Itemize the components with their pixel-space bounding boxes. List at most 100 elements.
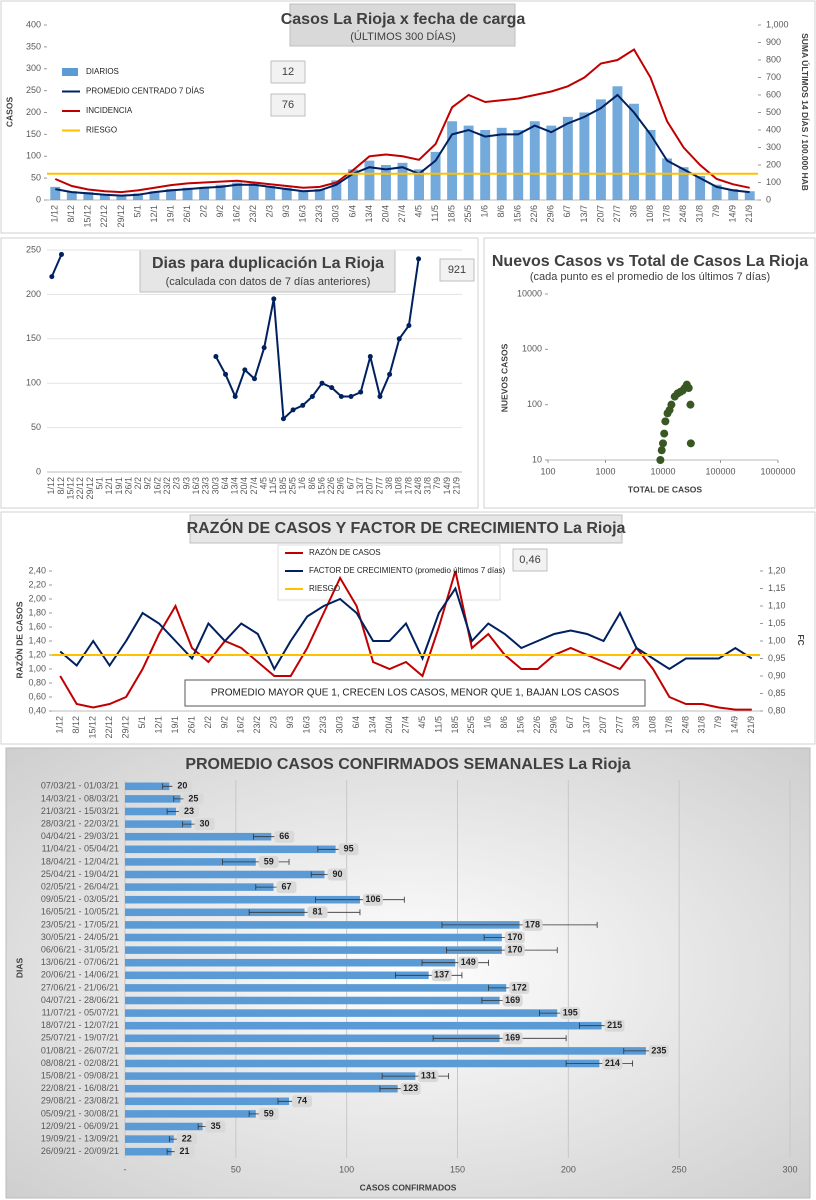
x-tick-label: 29/12 [116, 205, 126, 228]
y-tick-label: 1,40 [28, 635, 46, 645]
value-label-box [178, 805, 199, 818]
bar [66, 191, 77, 200]
y2-tick-label: 0,85 [768, 688, 786, 698]
y-tick-label: 27/06/21 - 21/06/21 [41, 982, 119, 992]
bar [125, 820, 192, 828]
x-tick-label: 4/5 [413, 205, 423, 218]
x-tick-label: 50 [231, 1164, 241, 1174]
y-tick-label: 50 [31, 422, 41, 432]
y-tick-label: 22/08/21 - 16/08/21 [41, 1083, 119, 1093]
x-tick-label: 12/1 [104, 477, 114, 495]
x-tick-label: 16/2 [152, 477, 162, 495]
x-tick-label: 23/2 [162, 477, 172, 495]
y2-tick-label: 0,90 [768, 670, 786, 680]
x-tick-label: 5/1 [132, 205, 142, 218]
y-tick-label: 16/05/21 - 10/05/21 [41, 907, 119, 917]
y-tick-label: 200 [26, 107, 41, 117]
x-tick-label: 2/3 [269, 716, 279, 729]
y-tick-label: 04/07/21 - 28/06/21 [41, 995, 119, 1005]
y-tick-label: 400 [26, 19, 41, 29]
annotation-box [270, 60, 306, 84]
x-tick-label: 30/3 [335, 716, 345, 734]
bar [125, 807, 176, 816]
x-tick-label: 1/12 [46, 477, 56, 495]
value-label-box [194, 818, 215, 831]
x-tick-label: 8/6 [499, 716, 509, 729]
y-tick-label: 13/06/21 - 07/06/21 [41, 957, 119, 967]
value-label-box [504, 931, 525, 944]
x-tick-label: 23/2 [248, 205, 258, 223]
value-label: 20 [177, 781, 187, 791]
legend-label: PROMEDIO CENTRADO 7 DÍAS [86, 87, 204, 96]
y-tick-label: 2,40 [28, 565, 46, 575]
value-label-box [431, 969, 452, 982]
y-tick-label: 2,20 [28, 579, 46, 589]
bar [232, 182, 243, 200]
value-label: 23 [184, 806, 194, 816]
bar [331, 180, 342, 200]
point [377, 394, 383, 400]
value-label: 59 [264, 856, 274, 866]
value-label-box [362, 893, 383, 906]
annotation-box [439, 258, 475, 282]
x-tick-label: 10/8 [647, 716, 657, 734]
bar [447, 121, 458, 200]
bar [645, 130, 656, 200]
x-axis-label: TOTAL DE CASOS [628, 484, 702, 494]
x-tick-label: 29/6 [336, 477, 346, 495]
bar [83, 192, 94, 200]
y-tick-label: 15/08/21 - 09/08/21 [41, 1070, 119, 1080]
value-label: 67 [282, 881, 292, 891]
x-tick-label: 1/12 [55, 716, 65, 734]
x-tick-label: 20/4 [384, 716, 394, 734]
y-tick-label: 150 [26, 333, 41, 343]
x-tick-label: 20/7 [595, 205, 605, 223]
x-tick-label: 16/3 [298, 205, 308, 223]
y-tick-label: 1,00 [28, 663, 46, 673]
title-box [139, 249, 396, 293]
x-tick-label: 22/6 [529, 205, 539, 223]
x-tick-label: 21/9 [452, 477, 462, 495]
x-tick-label: 11/5 [433, 716, 443, 733]
x-tick-label: 3/8 [628, 205, 638, 218]
x-tick-label: 100 [339, 1164, 354, 1174]
value-label: 169 [505, 995, 520, 1005]
point [686, 439, 695, 448]
x-tick-label: 29/6 [546, 205, 556, 223]
series-line [54, 48, 750, 194]
annotation-box [184, 679, 646, 707]
x-tick-label: 300 [782, 1164, 797, 1174]
point [656, 456, 665, 464]
bar [265, 186, 276, 200]
bar [248, 183, 259, 200]
x-tick-label: 27/4 [400, 716, 410, 734]
y-tick-label: 11/07/21 - 05/07/21 [42, 1007, 119, 1017]
chart-title: Dias para duplicación La Rioja [152, 255, 384, 272]
x-tick-label: 2/3 [265, 205, 275, 218]
error-bar [441, 921, 598, 928]
value-label-box [307, 906, 328, 919]
x-tick-label: 3/8 [631, 716, 641, 729]
value-label-box [176, 1133, 197, 1146]
point [329, 385, 335, 391]
legend-label: DIARIOS [86, 67, 119, 76]
point [271, 296, 277, 302]
bar [125, 1097, 290, 1106]
x-tick-label: 19/1 [114, 477, 124, 495]
point [290, 407, 296, 413]
x-tick-label: 27/4 [397, 205, 407, 223]
x-tick-label: 13/4 [230, 477, 240, 495]
x-tick-label: - [124, 1164, 127, 1174]
x-tick-label: 19/1 [170, 716, 180, 734]
x-tick-label: 14/9 [442, 477, 452, 495]
bar [397, 162, 408, 200]
x-tick-label: 4/5 [417, 716, 427, 729]
bar [125, 782, 170, 791]
x-tick-label: 7/9 [432, 477, 442, 490]
y-tick-label: 250 [26, 85, 41, 95]
value-label: 172 [512, 982, 527, 992]
y-axis-label: CASOS [4, 97, 14, 128]
value-label-box [338, 843, 359, 856]
y-axis-label: NUEVOS CASOS [499, 343, 509, 412]
bar [50, 186, 61, 200]
